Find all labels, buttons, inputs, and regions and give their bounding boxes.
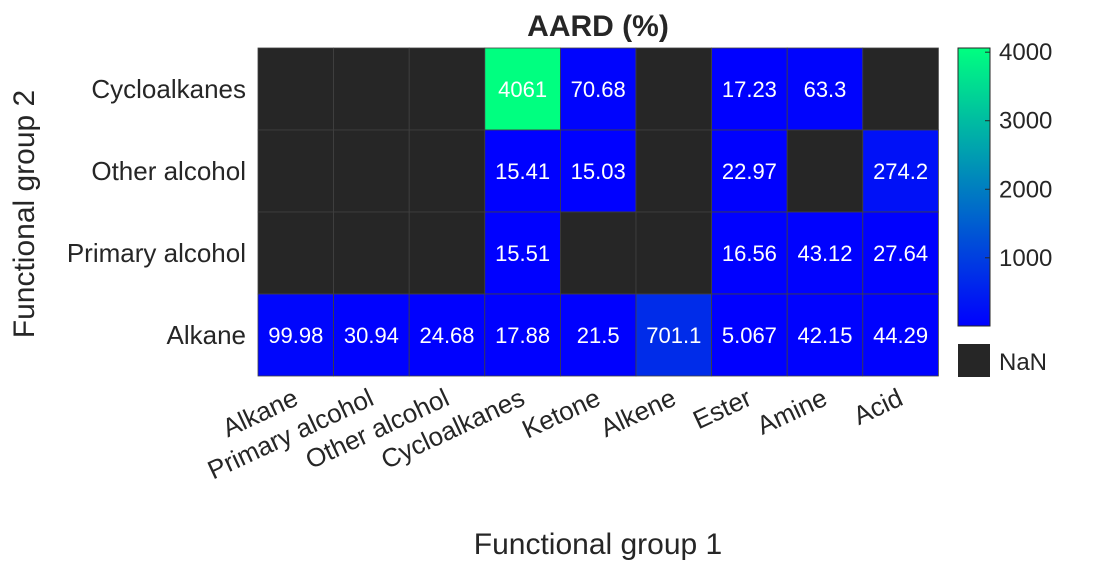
heatmap-cell xyxy=(786,293,864,377)
colorbar-tick-label: 4000 xyxy=(999,39,1052,66)
cell-value-label: 16.56 xyxy=(722,241,777,266)
heatmap-cell xyxy=(862,47,939,131)
colorbar-ticks: 1000 2000 3000 4000 xyxy=(985,39,1052,272)
heatmap-cell xyxy=(333,293,410,377)
nan-legend-swatch xyxy=(958,344,990,377)
x-tick-label: Ester xyxy=(688,382,756,435)
heatmap-cell xyxy=(711,129,788,213)
heatmap-cell xyxy=(786,129,864,213)
heatmap-cell xyxy=(635,211,712,295)
heatmap-cell xyxy=(560,47,637,131)
heatmap-cell xyxy=(408,47,486,131)
cell-value-label: 15.41 xyxy=(495,159,550,184)
heatmap-cell xyxy=(333,211,410,295)
cell-value-label: 22.97 xyxy=(722,159,777,184)
cell-value-label: 15.03 xyxy=(571,159,626,184)
heatmap-cell xyxy=(257,129,334,213)
heatmap-cell xyxy=(484,129,561,213)
colorbar-tick-label: 2000 xyxy=(999,176,1052,203)
x-tick-label: Acid xyxy=(849,382,908,431)
cell-value-label: 5.067 xyxy=(722,323,777,348)
chart-title: AARD (%) xyxy=(527,10,669,43)
cell-value-label: 17.88 xyxy=(495,323,550,348)
cell-value-label: 27.64 xyxy=(873,241,928,266)
heatmap-cell xyxy=(560,211,637,295)
cell-value-label: 43.12 xyxy=(797,241,852,266)
heatmap-cell xyxy=(408,129,486,213)
cell-value-label: 17.23 xyxy=(722,77,777,102)
heatmap-cell xyxy=(257,211,334,295)
y-tick-label: Primary alcohol xyxy=(67,238,246,268)
heatmap-cell xyxy=(711,211,788,295)
cell-value-label: 274.2 xyxy=(873,159,928,184)
colorbar-tick-label: 3000 xyxy=(999,108,1052,135)
y-tick-label: Other alcohol xyxy=(91,156,246,186)
heatmap-cell xyxy=(862,129,939,213)
y-axis-label: Functional group 2 xyxy=(8,90,41,339)
heatmap-cell xyxy=(560,129,637,213)
cell-value-label: 42.15 xyxy=(797,323,852,348)
heatmap-cell xyxy=(862,211,939,295)
x-tick-label: Alkene xyxy=(596,382,681,443)
colorbar-gradient xyxy=(957,47,991,327)
heatmap-cell-labels: 4061 70.68 17.23 63.3 15.41 15.03 22.97 274.2 15… xyxy=(268,77,928,348)
heatmap-cell xyxy=(333,47,410,131)
y-tick-label: Cycloalkanes xyxy=(91,74,246,104)
heatmap-cell xyxy=(257,293,334,377)
y-tick-labels: Cycloalkanes Other alcohol Primary alcohol… xyxy=(67,74,246,350)
heatmap-cell xyxy=(862,293,939,377)
x-axis-label: Functional group 1 xyxy=(474,528,723,561)
heatmap-cell xyxy=(484,47,561,131)
cell-value-label: 30.94 xyxy=(344,323,399,348)
heatmap-cells xyxy=(257,47,939,377)
colorbar: 1000 2000 3000 4000 xyxy=(957,39,1052,327)
cell-value-label: 99.98 xyxy=(268,323,323,348)
heatmap-cell xyxy=(484,293,561,377)
heatmap-cell xyxy=(484,211,561,295)
heatmap-cell xyxy=(333,129,410,213)
heatmap-cell xyxy=(257,47,334,131)
heatmap-cell xyxy=(635,129,712,213)
cell-value-label: 15.51 xyxy=(495,241,550,266)
cell-value-label: 44.29 xyxy=(873,323,928,348)
heatmap-cell xyxy=(408,211,486,295)
heatmap-cell xyxy=(711,293,788,377)
nan-legend-label: NaN xyxy=(999,349,1047,376)
cell-value-label: 4061 xyxy=(498,77,547,102)
x-tick-label: Ketone xyxy=(517,382,604,444)
cell-value-label: 701.1 xyxy=(646,323,701,348)
heatmap-cell xyxy=(786,47,864,131)
cell-value-label: 63.3 xyxy=(804,77,847,102)
cell-value-label: 24.68 xyxy=(419,323,474,348)
colorbar-tick-label: 1000 xyxy=(999,245,1052,272)
cell-value-label: 21.5 xyxy=(577,323,620,348)
heatmap-cell xyxy=(635,47,712,131)
cell-value-label: 70.68 xyxy=(571,77,626,102)
y-tick-label: Alkane xyxy=(167,320,247,350)
x-tick-label: Amine xyxy=(752,382,831,440)
